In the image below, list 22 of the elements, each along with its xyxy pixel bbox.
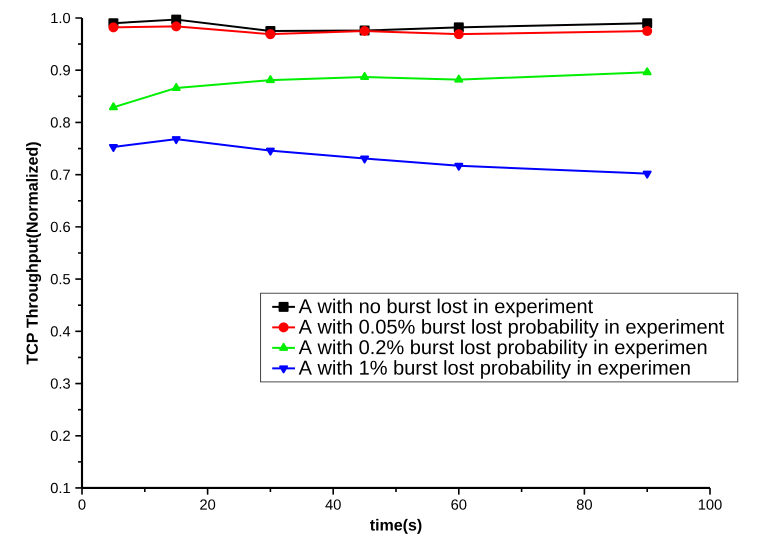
- y-tick-label: 0.6: [50, 222, 70, 232]
- x-tick-label: 100: [698, 499, 722, 510]
- x-tick-label: 40: [325, 499, 341, 510]
- y-tick-label: 0.9: [50, 65, 70, 76]
- x-tick-label: 60: [451, 499, 466, 510]
- y-tick-label: 0.5: [50, 274, 70, 284]
- y-tick-label: 0.3: [50, 378, 70, 389]
- y-tick-label: 0.1: [50, 482, 70, 494]
- y-tick-label: 1.0: [51, 12, 70, 24]
- x-tick-label: 0: [78, 499, 86, 510]
- x-tick-label: 80: [576, 499, 592, 510]
- legend-label: A with 0.2% burst lost probability in experimen: [298, 340, 706, 358]
- x-axis-title: time(s): [370, 518, 422, 534]
- y-axis-title: TCP Throughput(Normalized): [26, 142, 42, 364]
- y-tick-label: 0.2: [50, 430, 70, 441]
- legend-label: A with no burst lost in experiment: [298, 298, 594, 318]
- legend-label: A with 1% burst lost probability in experimen: [298, 360, 690, 379]
- y-tick-label: 0.7: [50, 169, 70, 180]
- y-tick-label: 0.8: [50, 117, 70, 128]
- y-tick-label: 0.4: [50, 326, 70, 337]
- legend-label: A with 0.05% burst lost probability in experiment: [298, 319, 724, 338]
- x-tick-label: 20: [200, 499, 216, 510]
